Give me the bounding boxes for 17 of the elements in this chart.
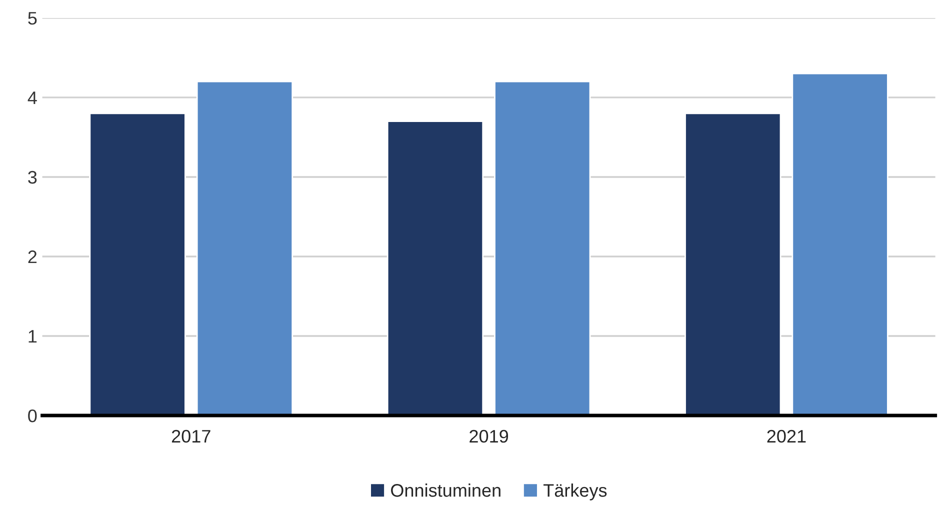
bar xyxy=(494,80,591,416)
y-tick-label: 0 xyxy=(28,409,37,422)
bar xyxy=(386,120,484,416)
x-tick-label: 2017 xyxy=(172,430,210,443)
x-tick-label: 2019 xyxy=(470,430,508,443)
bar xyxy=(792,72,888,416)
x-tick-label: 2021 xyxy=(767,430,806,443)
y-tick-label: 3 xyxy=(28,170,37,184)
bar xyxy=(89,112,186,416)
y-tick-label: 2 xyxy=(28,250,37,264)
y-tick-label: 4 xyxy=(28,92,37,104)
bar xyxy=(684,112,782,416)
legend-label: Tärkeys xyxy=(543,484,607,500)
y-tick-label: 5 xyxy=(28,12,37,25)
legend-label: Onnistuminen xyxy=(391,484,500,497)
y-tick-label: 1 xyxy=(28,330,37,343)
bar xyxy=(196,80,294,416)
